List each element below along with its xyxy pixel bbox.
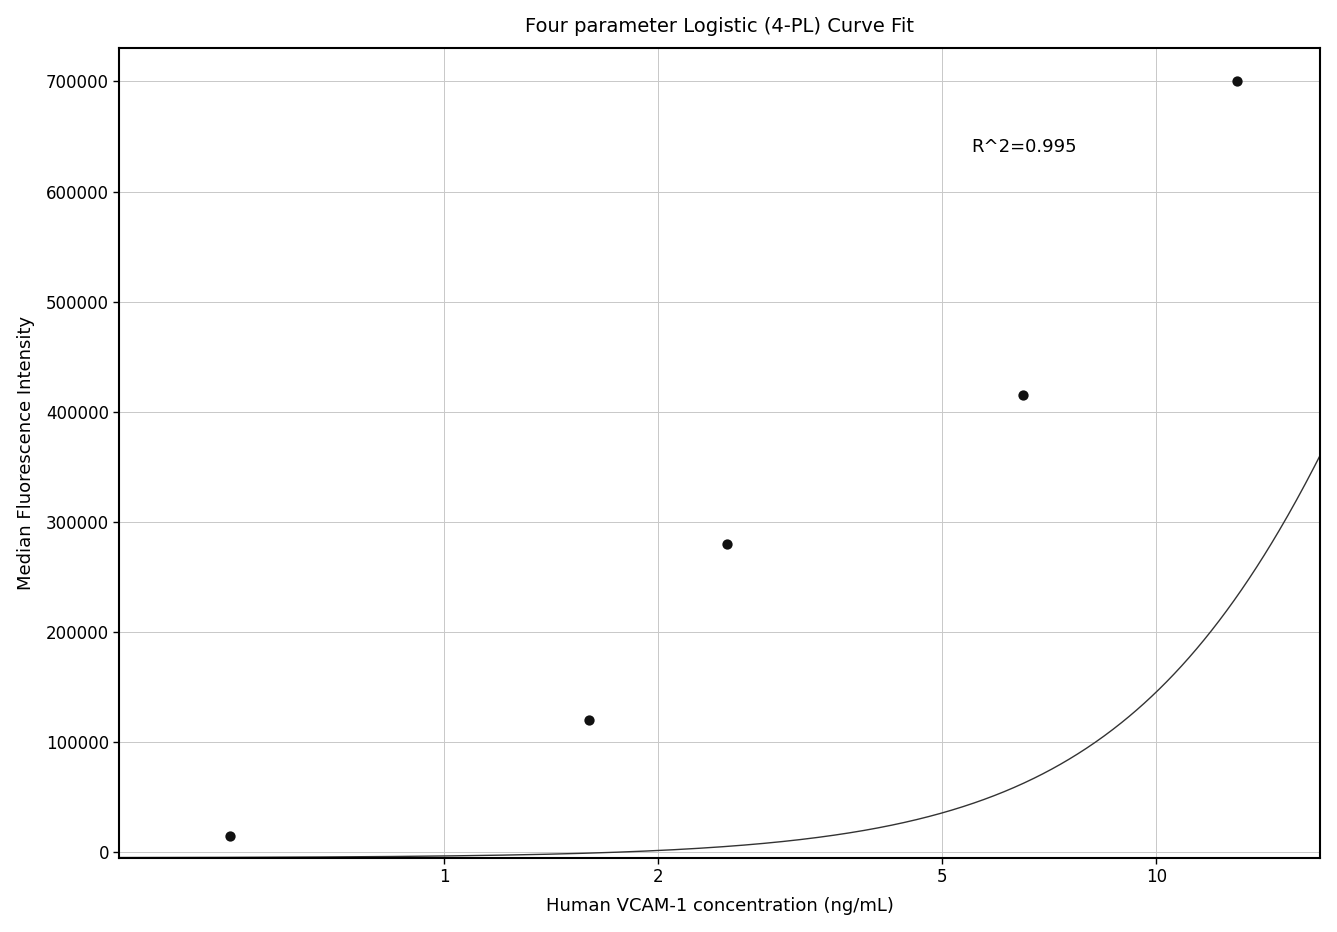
Point bbox=[1226, 74, 1247, 89]
X-axis label: Human VCAM-1 concentration (ng/mL): Human VCAM-1 concentration (ng/mL) bbox=[545, 898, 893, 915]
Y-axis label: Median Fluorescence Intensity: Median Fluorescence Intensity bbox=[16, 316, 35, 590]
Title: Four parameter Logistic (4-PL) Curve Fit: Four parameter Logistic (4-PL) Curve Fit bbox=[525, 17, 915, 35]
Point bbox=[717, 537, 738, 552]
Point bbox=[579, 713, 600, 728]
Point bbox=[1012, 388, 1034, 403]
Text: R^2=0.995: R^2=0.995 bbox=[971, 139, 1076, 157]
Point bbox=[219, 829, 241, 843]
